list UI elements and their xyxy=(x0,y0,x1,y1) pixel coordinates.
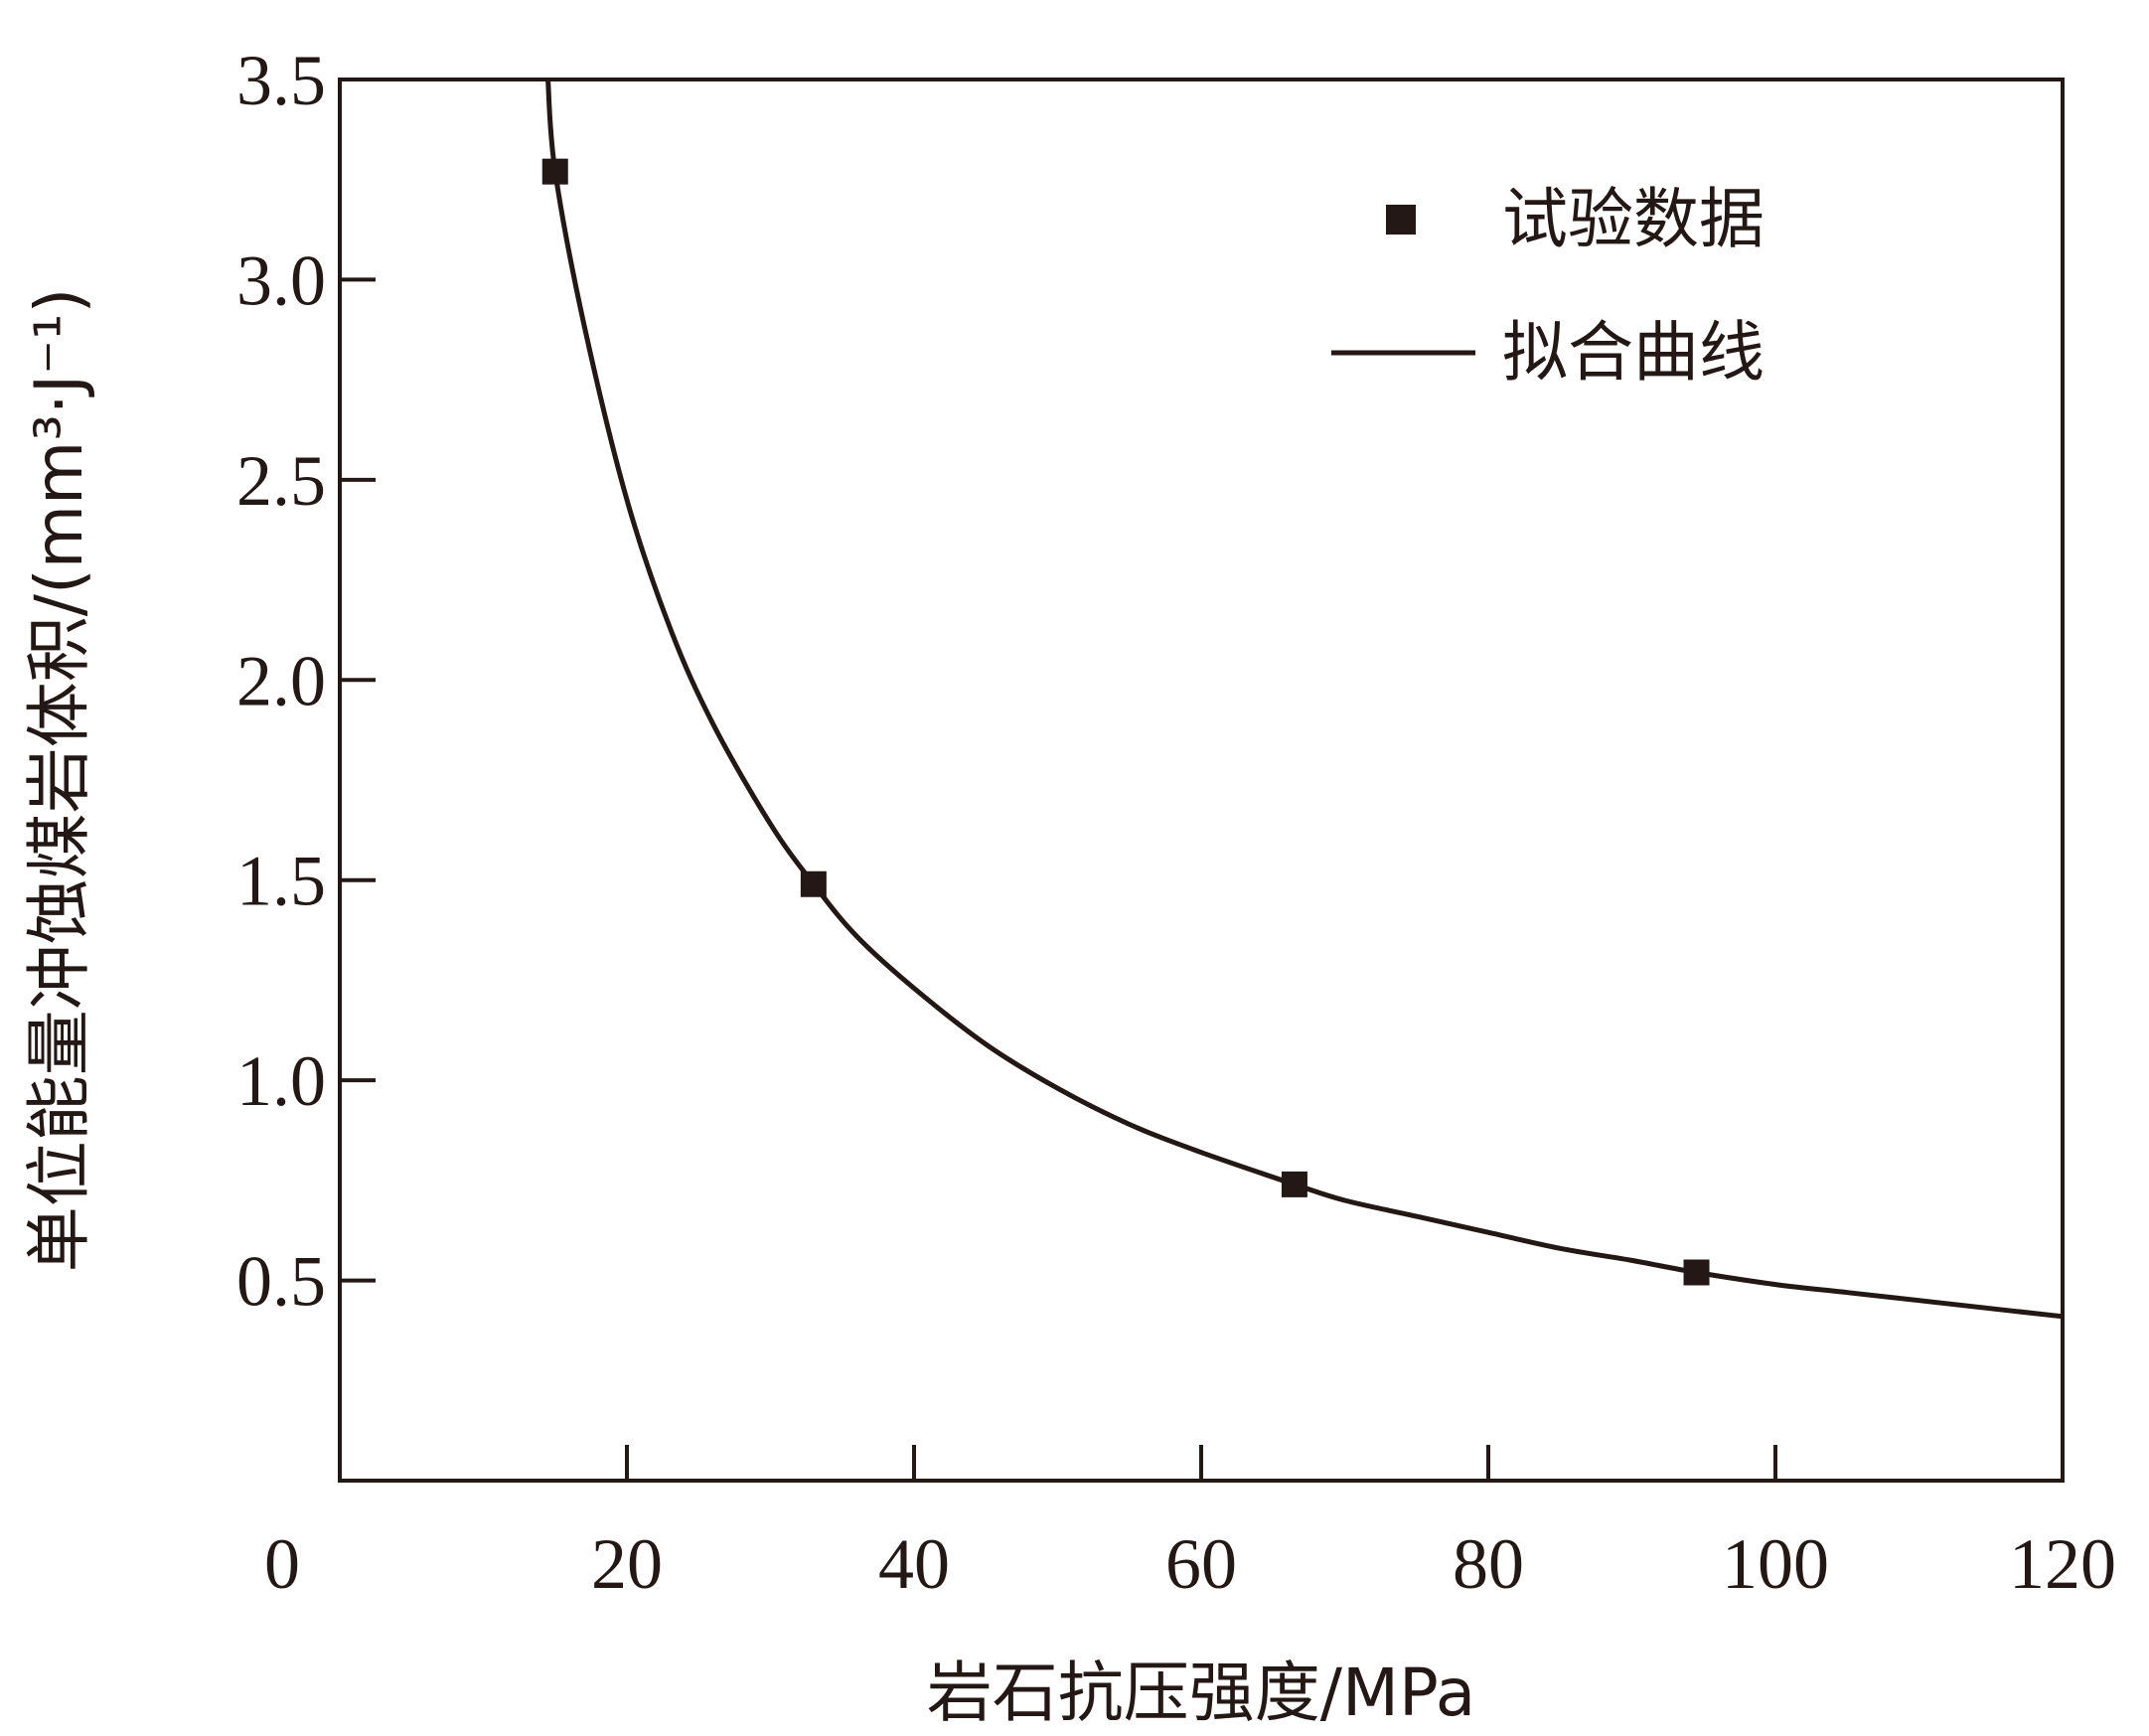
data-points xyxy=(541,158,1710,1286)
legend: 试验数据 拟合曲线 xyxy=(1331,181,1765,391)
x-tick-label: 120 xyxy=(2009,1524,2116,1604)
x-tick-label: 80 xyxy=(1453,1524,1524,1604)
y-tick-label: 3.5 xyxy=(236,41,326,120)
y-axis-title: 单位能量冲蚀煤岩体积/(mm³·J⁻¹) xyxy=(21,288,97,1273)
fit-curve-line xyxy=(545,79,2064,1320)
y-tick-label: 1.5 xyxy=(236,842,326,921)
data-point xyxy=(541,158,568,185)
x-tick-label: 100 xyxy=(1722,1524,1829,1604)
x-axis: 0 20 40 60 80 100 120 xyxy=(264,1445,2116,1604)
y-tick-label: 2.5 xyxy=(236,441,326,521)
data-point xyxy=(800,870,827,897)
legend-label-fit: 拟合曲线 xyxy=(1502,314,1765,391)
x-tick-label: 0 xyxy=(264,1524,300,1604)
y-axis: 0.5 1.0 1.5 2.0 2.5 3.0 3.5 xyxy=(236,41,376,1322)
y-tick-label: 0.5 xyxy=(236,1242,326,1322)
y-tick-label: 1.0 xyxy=(236,1041,326,1121)
legend-label-data: 试验数据 xyxy=(1502,181,1765,257)
x-tick-label: 60 xyxy=(1165,1524,1237,1604)
x-axis-title: 岩石抗压强度/MPa xyxy=(927,1655,1475,1731)
y-tick-label: 2.0 xyxy=(236,641,326,720)
data-point xyxy=(1683,1259,1710,1286)
data-point xyxy=(1281,1171,1307,1197)
x-tick-label: 40 xyxy=(878,1524,950,1604)
x-tick-label: 20 xyxy=(591,1524,663,1604)
y-tick-label: 3.0 xyxy=(236,240,326,320)
plot-frame xyxy=(338,78,2065,1483)
legend-marker-square xyxy=(1386,205,1416,235)
